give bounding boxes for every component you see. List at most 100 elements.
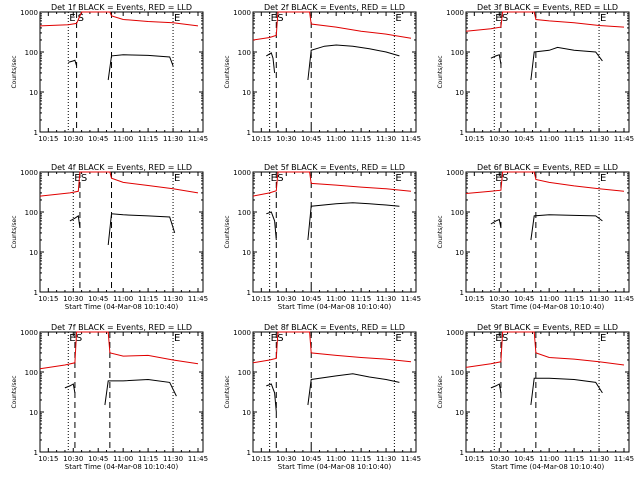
y-tick-label: 1000 xyxy=(233,329,251,337)
chart-panel: Det 1f BLACK = Events, RED = LLD 1 10 100 10… xyxy=(11,3,208,143)
marker-label: E xyxy=(600,173,606,184)
y-tick-label: 1 xyxy=(247,289,251,297)
x-tick-label: 10:30 xyxy=(63,135,83,143)
x-tick-label: 10:45 xyxy=(88,135,108,143)
chart-title: Det 5f BLACK = Events, RED = LLD xyxy=(264,163,405,172)
chart-title: Det 6f BLACK = Events, RED = LLD xyxy=(477,163,618,172)
x-tick-label: 10:30 xyxy=(63,455,83,463)
x-tick-label: 10:15 xyxy=(464,295,484,303)
chart-title: Det 3f BLACK = Events, RED = LLD xyxy=(477,3,618,12)
chart-panel: Det 8f BLACK = Events, RED = LLD 1 10 100 10… xyxy=(224,323,421,471)
x-tick-label: 10:45 xyxy=(514,295,534,303)
x-tick-label: 11:15 xyxy=(351,455,371,463)
y-tick-label: 1 xyxy=(460,449,464,457)
y-tick-label: 1000 xyxy=(446,9,464,17)
chart-title: Det 2f BLACK = Events, RED = LLD xyxy=(264,3,405,12)
y-tick-label: 10 xyxy=(242,409,251,417)
y-tick-label: 10 xyxy=(455,409,464,417)
x-tick-label: 10:45 xyxy=(301,455,321,463)
x-tick-label: 11:45 xyxy=(614,455,634,463)
marker-label: E xyxy=(600,333,606,344)
y-tick-label: 10 xyxy=(29,409,38,417)
x-tick-label: 11:15 xyxy=(564,295,584,303)
lld-series-line xyxy=(252,11,412,41)
plot-frame xyxy=(39,171,204,293)
x-tick-label: 11:15 xyxy=(138,135,158,143)
marker-label: E xyxy=(271,333,277,344)
y-axis-label: Counts/sec xyxy=(11,215,18,248)
x-axis-label: Start Time (04-Mar-08 10:10:40) xyxy=(65,303,179,311)
marker-label: E xyxy=(271,13,277,24)
x-tick-label: 11:15 xyxy=(351,295,371,303)
y-tick-label: 10 xyxy=(242,249,251,257)
x-tick-label: 11:30 xyxy=(163,135,183,143)
x-tick-label: 10:15 xyxy=(251,295,271,303)
y-axis-label: Counts/sec xyxy=(224,375,231,408)
lld-series-line xyxy=(39,11,199,27)
x-tick-label: 10:30 xyxy=(63,295,83,303)
marker-label: E xyxy=(395,173,401,184)
y-tick-label: 1 xyxy=(34,129,38,137)
x-tick-label: 10:30 xyxy=(276,455,296,463)
y-tick-label: 1 xyxy=(247,449,251,457)
lld-series-line xyxy=(39,171,199,197)
events-series-line xyxy=(490,218,502,228)
y-tick-label: 100 xyxy=(238,209,251,217)
marker-label: S xyxy=(76,333,82,344)
x-tick-label: 11:45 xyxy=(188,135,208,143)
y-axis-label: Counts/sec xyxy=(224,55,231,88)
y-tick-label: 10 xyxy=(242,89,251,97)
marker-label: E xyxy=(495,333,501,344)
y-axis-label: Counts/sec xyxy=(437,375,444,408)
marker-label: S xyxy=(502,333,508,344)
x-tick-label: 11:30 xyxy=(376,295,396,303)
y-axis-label: Counts/sec xyxy=(437,55,444,88)
x-axis-label: Start Time (04-Mar-08 10:10:40) xyxy=(491,303,605,311)
x-tick-label: 11:45 xyxy=(188,455,208,463)
plot-frame xyxy=(465,11,630,133)
y-tick-label: 1000 xyxy=(20,169,38,177)
marker-label: E xyxy=(395,333,401,344)
x-tick-label: 11:30 xyxy=(163,295,183,303)
events-series-line xyxy=(107,213,176,246)
x-tick-label: 11:00 xyxy=(326,135,346,143)
y-axis-label: Counts/sec xyxy=(437,215,444,248)
marker-label: E xyxy=(174,333,180,344)
lld-series-line xyxy=(465,11,625,32)
plot-frame xyxy=(252,171,417,293)
marker-label: S xyxy=(502,173,508,184)
events-series-line xyxy=(530,214,603,241)
chart-panel: Det 5f BLACK = Events, RED = LLD 1 10 100 10… xyxy=(224,163,421,311)
x-tick-label: 10:15 xyxy=(38,295,58,303)
y-tick-label: 1 xyxy=(460,129,464,137)
x-axis-label: Start Time (04-Mar-08 10:10:40) xyxy=(278,463,392,471)
x-tick-label: 10:15 xyxy=(38,135,58,143)
x-tick-label: 11:45 xyxy=(188,295,208,303)
x-tick-label: 11:15 xyxy=(351,135,371,143)
x-tick-label: 11:00 xyxy=(326,295,346,303)
x-tick-label: 10:15 xyxy=(464,135,484,143)
chart-title: Det 8f BLACK = Events, RED = LLD xyxy=(264,323,405,332)
x-tick-label: 10:30 xyxy=(276,295,296,303)
x-tick-label: 11:15 xyxy=(564,455,584,463)
marker-label: E xyxy=(600,13,606,24)
x-tick-label: 11:15 xyxy=(564,135,584,143)
y-tick-label: 1000 xyxy=(233,9,251,17)
x-tick-label: 11:45 xyxy=(614,295,634,303)
events-series-line xyxy=(68,59,78,67)
x-tick-label: 10:45 xyxy=(301,135,321,143)
y-tick-label: 1000 xyxy=(446,169,464,177)
x-tick-label: 11:30 xyxy=(589,295,609,303)
x-tick-label: 10:15 xyxy=(251,135,271,143)
chart-panel: Det 4f BLACK = Events, RED = LLD 1 10 100 10… xyxy=(11,163,208,311)
marker-label: E xyxy=(495,13,501,24)
x-tick-label: 11:30 xyxy=(376,455,396,463)
x-tick-label: 10:30 xyxy=(489,455,509,463)
events-series-line xyxy=(307,44,400,81)
y-tick-label: 10 xyxy=(455,89,464,97)
y-tick-label: 100 xyxy=(238,49,251,57)
chart-panel: Det 3f BLACK = Events, RED = LLD 1 10 100 10… xyxy=(437,3,634,143)
y-tick-label: 100 xyxy=(25,209,38,217)
